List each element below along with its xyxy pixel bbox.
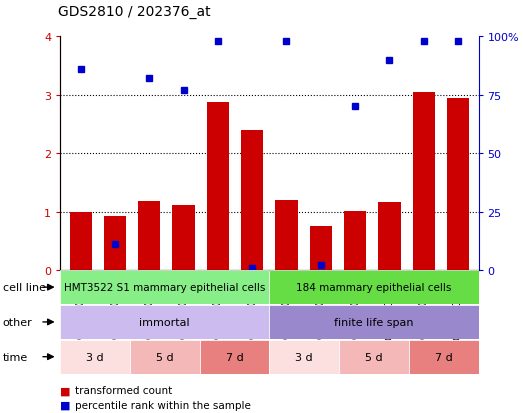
Bar [173,205,195,271]
Bar [310,226,332,271]
Text: ■: ■ [60,400,74,410]
Text: 5 d: 5 d [365,352,383,362]
Text: cell line: cell line [3,282,46,292]
Text: 7 d: 7 d [435,352,452,362]
Text: HMT3522 S1 mammary epithelial cells: HMT3522 S1 mammary epithelial cells [64,282,266,292]
Text: transformed count: transformed count [75,385,172,395]
Text: 184 mammary epithelial cells: 184 mammary epithelial cells [296,282,452,292]
Bar [378,202,401,271]
Bar [104,217,126,271]
Bar [138,202,161,271]
Bar [275,201,298,271]
Text: GDS2810 / 202376_at: GDS2810 / 202376_at [58,5,210,19]
Text: 5 d: 5 d [156,352,174,362]
Bar [447,98,469,271]
Text: 3 d: 3 d [86,352,104,362]
Text: 7 d: 7 d [225,352,243,362]
Text: immortal: immortal [140,317,190,327]
Bar [70,212,92,271]
Text: percentile rank within the sample: percentile rank within the sample [75,400,251,410]
Text: finite life span: finite life span [334,317,414,327]
Bar [413,93,435,271]
Text: other: other [3,317,32,327]
Text: ■: ■ [60,385,74,395]
Text: time: time [3,352,28,362]
Bar [241,131,264,271]
Text: 3 d: 3 d [295,352,313,362]
Bar [207,102,229,271]
Bar [344,211,366,271]
